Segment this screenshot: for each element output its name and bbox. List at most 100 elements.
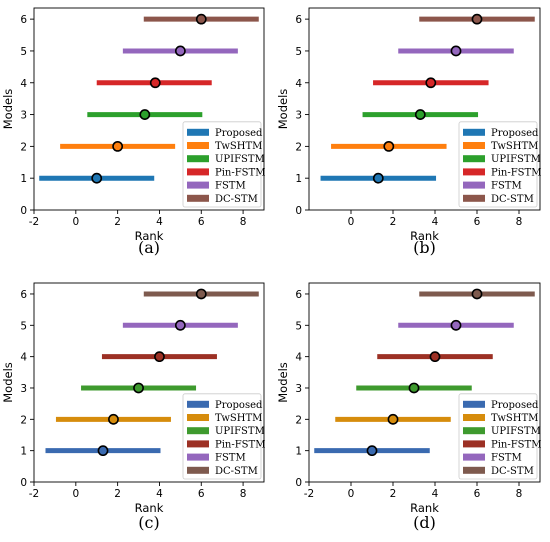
x-tick-label: 4: [156, 488, 163, 500]
y-axis-title: Models: [276, 362, 290, 403]
rank-marker-proposed: [91, 172, 103, 184]
x-tick-label: 6: [474, 488, 481, 500]
rank-marker-upifstm: [414, 109, 426, 120]
y-tick-label: 5: [295, 46, 302, 58]
legend-swatch-proposed: [463, 400, 485, 408]
legend: Proposed TwSHTM UPIFSTM Pin-FSTM FSTM DC-STM: [182, 393, 265, 480]
rank-marker-fstm: [174, 319, 186, 331]
legend: Proposed TwSHTM UPIFSTM Pin-FSTM FSTM DC-STM: [458, 121, 541, 208]
x-tick-label: 2: [114, 216, 121, 228]
rank-marker-upifstm: [408, 382, 420, 394]
legend-label: TwSHTM: [491, 413, 538, 424]
legend-swatch-proposed: [187, 400, 209, 408]
y-tick-label: 1: [295, 173, 302, 185]
y-tick-label: 3: [295, 383, 302, 395]
y-tick-label: 5: [20, 320, 27, 332]
legend-swatch-proposed: [463, 128, 485, 136]
x-tick-label: 2: [390, 216, 397, 228]
y-tick-label: 5: [295, 320, 302, 332]
x-axis-title: Rank: [135, 229, 164, 243]
y-tick-label: 0: [20, 205, 27, 217]
legend-label: Proposed: [215, 128, 263, 139]
rank-marker-fstm: [450, 45, 462, 57]
legend-swatch-dc-stm: [187, 194, 209, 202]
y-tick-label: 1: [20, 173, 27, 185]
legend-label: Pin-FSTM: [215, 439, 265, 450]
rank-marker-proposed: [372, 172, 384, 184]
y-tick-label: 1: [20, 446, 27, 458]
legend-label: UPIFSTM: [215, 426, 265, 437]
x-axis-title: Rank: [410, 501, 439, 515]
y-tick-label: 2: [20, 414, 27, 426]
legend-swatch-dc-stm: [463, 194, 485, 202]
chart-panel-2: 0 2 4 6 8 0 1 2 3 4 5 6 Rank Models Proposed TwSHTM UPIF…: [276, 7, 541, 257]
legend-label: FSTM: [491, 453, 522, 464]
rank-marker-dc-stm: [195, 288, 207, 300]
legend-swatch-proposed: [187, 128, 209, 136]
legend-label: Pin-FSTM: [491, 439, 541, 450]
legend-swatch-upifstm: [463, 427, 485, 435]
y-tick-label: 3: [295, 110, 302, 122]
legend-swatch-fstm: [187, 181, 209, 189]
legend-swatch-fstm: [463, 453, 485, 461]
y-tick-label: 2: [295, 414, 302, 426]
legend-swatch-twshtm: [463, 414, 485, 421]
legend-label: TwSHTM: [215, 141, 262, 152]
chart-panel-4: -2 0 2 4 6 80123456RankModelsProposedTwSHTMUP…: [276, 282, 541, 532]
y-tick-label: 0: [20, 477, 27, 489]
x-tick-label: -2: [29, 216, 39, 228]
legend-label: Proposed: [215, 400, 263, 411]
rank-marker-pin-fstm: [149, 77, 161, 89]
legend: Proposed TwSHTM UPIFSTM Pin-FSTM FSTM DC-STM: [458, 393, 541, 480]
x-tick-label: 6: [198, 488, 205, 500]
y-axis-title: Models: [1, 89, 15, 130]
x-tick-label: 8: [240, 216, 247, 228]
y-tick-label: 2: [20, 141, 27, 153]
plot-frame: [33, 7, 265, 211]
y-axis-title: Models: [1, 362, 15, 403]
rank-marker-upifstm: [133, 382, 144, 394]
panel-label: (b): [413, 238, 436, 257]
x-tick-label: 8: [240, 488, 247, 500]
y-tick-label: 6: [20, 14, 27, 26]
rank-marker-proposed: [366, 445, 378, 457]
x-tick-label: 0: [348, 488, 355, 500]
legend-label: FSTM: [215, 453, 246, 464]
y-axis-title: Models: [276, 89, 290, 130]
legend-swatch-pin-fstm: [187, 440, 209, 448]
legend-swatch-dc-stm: [463, 466, 485, 474]
legend-swatch-pin-fstm: [463, 440, 485, 448]
legend-swatch-upifstm: [187, 427, 209, 435]
y-tick-label: 3: [20, 110, 27, 122]
legend-swatch-fstm: [187, 453, 209, 461]
x-tick-label: 4: [432, 216, 439, 228]
y-tick-label: 0: [295, 477, 302, 489]
legend: Proposed TwSHTM UPIFSTM Pin-FSTM FSTM DC-STM: [182, 121, 265, 208]
y-tick-label: 4: [20, 78, 27, 90]
rank-marker-twshtm: [383, 140, 395, 152]
chart-panel-1: -2 0 2 4 6 80123456RankModelsProposedTwSHTMUP…: [1, 7, 265, 257]
legend-swatch-upifstm: [187, 155, 209, 163]
legend-label: FSTM: [215, 181, 246, 192]
legend-label: DC-STM: [215, 194, 258, 205]
y-tick-label: 1: [295, 446, 302, 458]
legend-swatch-fstm: [463, 181, 485, 189]
legend-label: TwSHTM: [215, 413, 262, 424]
x-axis-title: Rank: [410, 229, 439, 243]
legend-label: Proposed: [491, 128, 539, 139]
legend-label: DC-STM: [491, 194, 534, 205]
x-tick-label: 8: [516, 488, 523, 500]
y-tick-label: 6: [295, 14, 302, 26]
x-tick-label: 8: [516, 216, 523, 228]
rank-marker-dc-stm: [471, 13, 483, 25]
y-tick-label: 6: [20, 289, 27, 301]
x-axis-title: Rank: [135, 501, 164, 515]
legend-swatch-pin-fstm: [187, 168, 209, 176]
legend-swatch-upifstm: [463, 155, 485, 163]
y-tick-label: 3: [20, 383, 27, 395]
legend-swatch-twshtm: [463, 142, 485, 149]
y-tick-label: 0: [295, 205, 302, 217]
legend-label: DC-STM: [491, 466, 534, 477]
legend-label: DC-STM: [215, 466, 258, 477]
legend-label: Pin-FSTM: [491, 167, 541, 178]
